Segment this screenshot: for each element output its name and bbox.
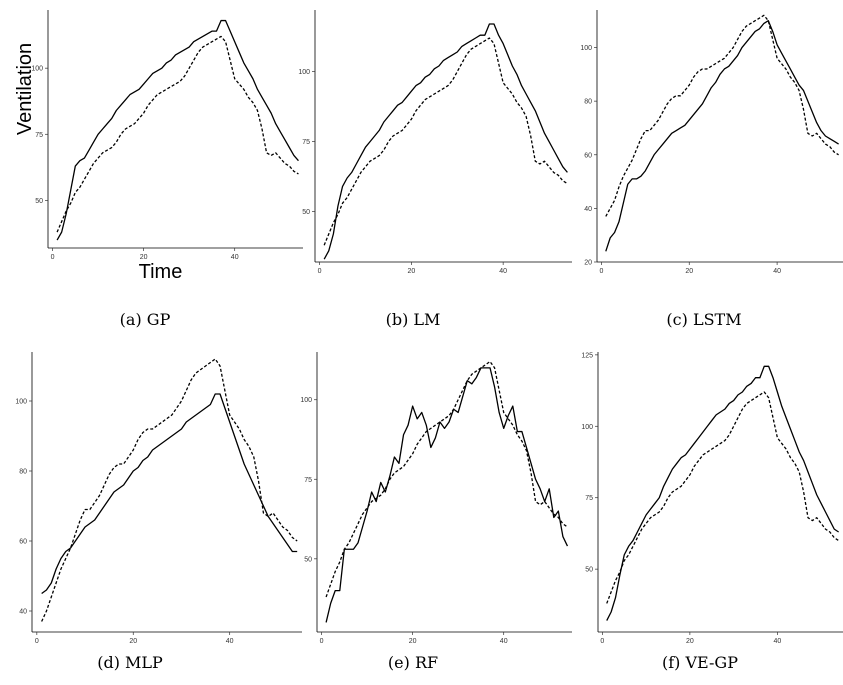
x-tick-label: 40	[226, 638, 234, 645]
y-tick-label: 50	[304, 556, 312, 563]
y-tick-label: 50	[302, 209, 310, 216]
y-tick-label: 125	[581, 352, 593, 359]
y-tick-label: 50	[585, 567, 593, 574]
series-line-dashed	[41, 358, 298, 622]
y-tick-label: 80	[19, 469, 27, 476]
y-tick-label: 60	[19, 539, 27, 546]
panel-caption: (c) LSTM	[666, 310, 741, 329]
panel-caption: (e) RF	[388, 653, 438, 672]
series-line-solid	[56, 19, 299, 241]
x-tick-label: 40	[500, 638, 508, 645]
y-tick-label: 20	[584, 260, 592, 267]
y-tick-label: 100	[15, 399, 27, 406]
x-axis-title: Time	[139, 261, 183, 283]
x-tick-label: 0	[35, 638, 39, 645]
series-line-solid	[325, 367, 569, 623]
y-axis-title: Ventilation	[14, 43, 36, 135]
panel-3: 0 20 40 20 40 60 80 100 (c) LSTM	[580, 10, 843, 329]
x-tick-label: 40	[231, 254, 239, 261]
y-tick-label: 75	[35, 132, 43, 139]
panel-5: 0 20 40 50 75 100 (e) RF	[300, 352, 572, 672]
y-tick-label: 100	[581, 424, 593, 431]
y-tick-label: 100	[298, 69, 310, 76]
y-tick-label: 75	[585, 495, 593, 502]
panel-4: 0 20 40 40 60 80 100 (d) MLP	[15, 352, 302, 672]
x-tick-label: 40	[773, 638, 781, 645]
x-tick-label: 0	[600, 638, 604, 645]
x-tick-label: 20	[409, 638, 417, 645]
x-tick-label: 0	[51, 254, 55, 261]
series-line-solid	[323, 23, 568, 260]
panel-1: 0 20 40 50 75 100 Time Ventilation (a) GP	[14, 10, 303, 329]
x-tick-label: 20	[685, 268, 693, 275]
panel-caption: (b) LM	[386, 310, 441, 329]
series-line-solid	[606, 365, 839, 621]
y-tick-label: 50	[35, 198, 43, 205]
panel-2: 0 20 40 50 75 100 (b) LM	[298, 10, 572, 329]
y-tick-label: 60	[584, 152, 592, 159]
y-tick-label: 100	[300, 397, 312, 404]
series-line-dashed	[56, 35, 299, 233]
x-tick-label: 20	[129, 638, 137, 645]
y-tick-label: 75	[302, 139, 310, 146]
y-tick-label: 40	[19, 609, 27, 616]
series-line-solid	[605, 20, 839, 252]
x-tick-label: 0	[599, 268, 603, 275]
panel-caption: (a) GP	[120, 310, 171, 329]
series-line-dashed	[606, 391, 839, 604]
series-line-dashed	[325, 360, 568, 598]
y-tick-label: 40	[584, 206, 592, 213]
series-line-solid	[41, 393, 298, 595]
panel-caption: (f) VE-GP	[662, 653, 738, 672]
x-tick-label: 20	[140, 254, 148, 261]
y-tick-label: 75	[304, 477, 312, 484]
x-tick-label: 20	[407, 268, 415, 275]
y-tick-label: 100	[31, 66, 43, 73]
y-tick-label: 100	[580, 45, 592, 52]
panel-6: 0 20 40 50 75 100 125 (f) VE-GP	[581, 352, 843, 672]
series-line-dashed	[605, 14, 839, 217]
x-tick-label: 40	[499, 268, 507, 275]
y-tick-label: 80	[584, 99, 592, 106]
panel-caption: (d) MLP	[97, 653, 163, 672]
x-tick-label: 20	[686, 638, 694, 645]
x-tick-label: 0	[318, 268, 322, 275]
series-line-dashed	[323, 37, 568, 246]
x-tick-label: 40	[773, 268, 781, 275]
x-tick-label: 0	[320, 638, 324, 645]
